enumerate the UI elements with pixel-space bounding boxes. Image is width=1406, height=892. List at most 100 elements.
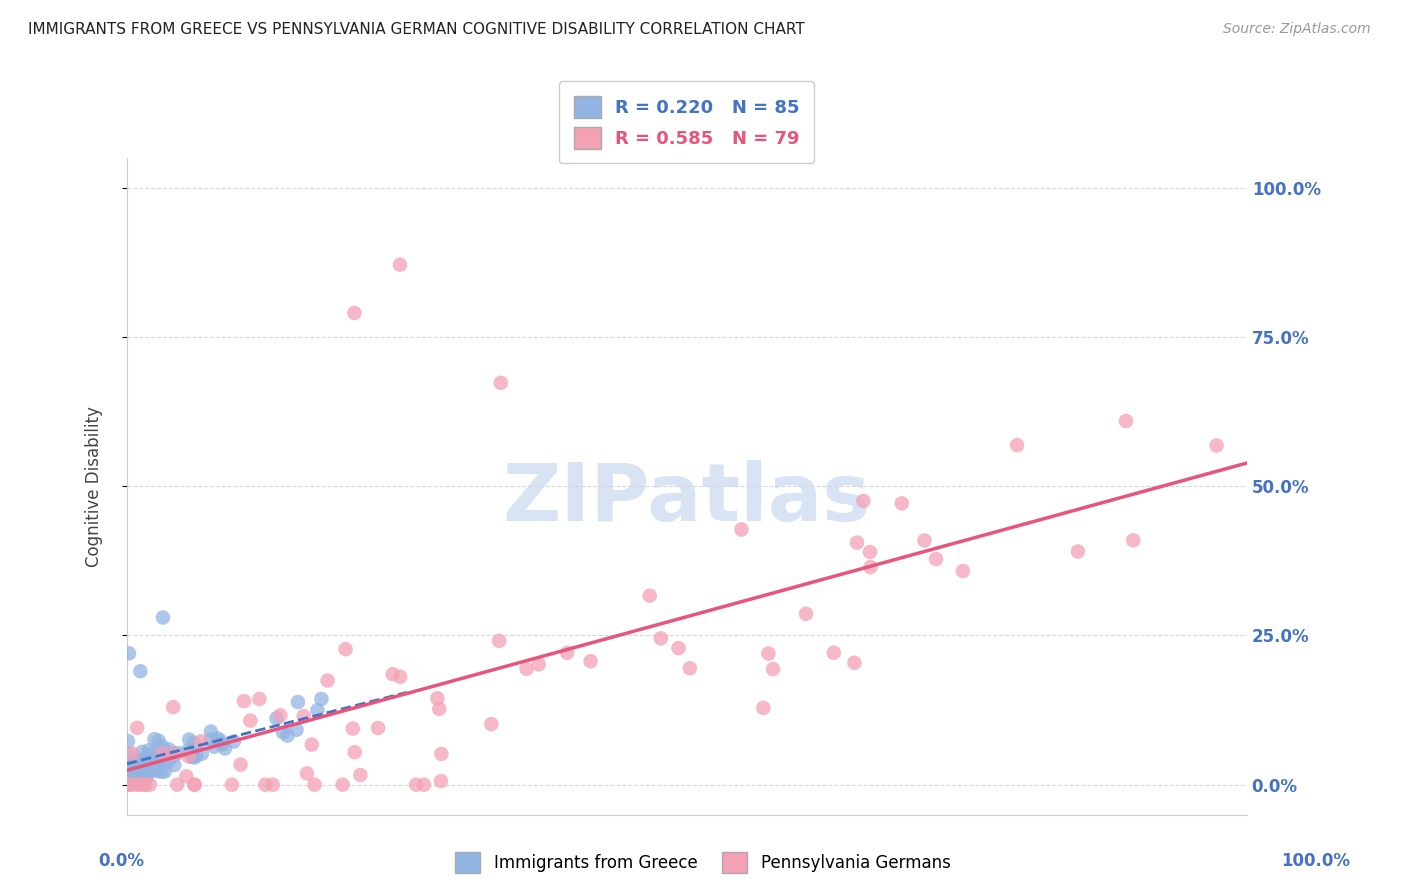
Point bbox=[202, 739, 225, 754]
Point bbox=[426, 691, 449, 706]
Point bbox=[118, 646, 141, 660]
Point bbox=[149, 749, 172, 764]
Point bbox=[191, 747, 214, 761]
Point bbox=[859, 545, 882, 559]
Point bbox=[287, 695, 309, 709]
Point bbox=[174, 769, 197, 783]
Point bbox=[221, 778, 243, 792]
Point bbox=[381, 667, 404, 681]
Point bbox=[179, 732, 201, 747]
Point bbox=[316, 673, 339, 688]
Point bbox=[229, 757, 252, 772]
Point bbox=[156, 754, 179, 768]
Point bbox=[132, 753, 155, 767]
Point bbox=[152, 610, 174, 624]
Point bbox=[844, 656, 866, 670]
Point bbox=[555, 646, 578, 660]
Point bbox=[139, 757, 162, 772]
Point bbox=[131, 764, 153, 778]
Point bbox=[136, 763, 159, 777]
Point bbox=[121, 768, 143, 782]
Point bbox=[794, 607, 817, 621]
Point bbox=[127, 756, 149, 770]
Point bbox=[131, 765, 153, 780]
Point bbox=[117, 778, 139, 792]
Point bbox=[388, 258, 411, 272]
Point bbox=[166, 778, 188, 792]
Point bbox=[183, 736, 205, 750]
Point bbox=[527, 657, 550, 672]
Point bbox=[367, 721, 389, 735]
Legend: R = 0.220   N = 85, R = 0.585   N = 79: R = 0.220 N = 85, R = 0.585 N = 79 bbox=[560, 81, 814, 163]
Point bbox=[162, 749, 184, 764]
Point bbox=[890, 496, 912, 510]
Point bbox=[516, 662, 538, 676]
Point bbox=[209, 733, 232, 747]
Point bbox=[239, 714, 262, 728]
Point bbox=[150, 764, 173, 779]
Point bbox=[405, 778, 427, 792]
Point bbox=[148, 746, 170, 760]
Point bbox=[176, 744, 198, 758]
Point bbox=[200, 724, 222, 739]
Point bbox=[579, 654, 602, 668]
Point bbox=[150, 746, 173, 760]
Point bbox=[1005, 438, 1028, 452]
Point bbox=[183, 750, 205, 764]
Text: Source: ZipAtlas.com: Source: ZipAtlas.com bbox=[1223, 22, 1371, 37]
Point bbox=[135, 749, 157, 764]
Point bbox=[295, 766, 318, 780]
Point bbox=[155, 745, 177, 759]
Point bbox=[183, 778, 205, 792]
Point bbox=[285, 723, 308, 737]
Point bbox=[117, 734, 139, 748]
Point bbox=[186, 748, 208, 763]
Point bbox=[343, 306, 366, 320]
Point bbox=[479, 717, 502, 731]
Point bbox=[166, 746, 188, 760]
Point bbox=[211, 738, 233, 752]
Point bbox=[125, 762, 148, 776]
Point bbox=[489, 376, 512, 390]
Point bbox=[852, 494, 875, 508]
Point bbox=[762, 662, 785, 676]
Point bbox=[128, 759, 150, 773]
Point bbox=[121, 778, 143, 792]
Point bbox=[129, 764, 152, 779]
Text: 100.0%: 100.0% bbox=[1281, 852, 1350, 870]
Point bbox=[233, 694, 256, 708]
Point bbox=[638, 589, 661, 603]
Point bbox=[122, 758, 145, 772]
Point bbox=[125, 760, 148, 774]
Legend: Immigrants from Greece, Pennsylvania Germans: Immigrants from Greece, Pennsylvania Ger… bbox=[449, 846, 957, 880]
Point bbox=[1067, 544, 1090, 558]
Point bbox=[292, 709, 315, 723]
Point bbox=[488, 633, 510, 648]
Point bbox=[157, 742, 180, 756]
Point bbox=[143, 732, 166, 747]
Point bbox=[163, 747, 186, 761]
Point bbox=[859, 560, 882, 574]
Point bbox=[304, 778, 326, 792]
Point bbox=[129, 665, 152, 679]
Point bbox=[343, 745, 366, 759]
Point bbox=[183, 778, 205, 792]
Text: IMMIGRANTS FROM GREECE VS PENNSYLVANIA GERMAN COGNITIVE DISABILITY CORRELATION C: IMMIGRANTS FROM GREECE VS PENNSYLVANIA G… bbox=[28, 22, 804, 37]
Point bbox=[128, 767, 150, 781]
Point bbox=[132, 758, 155, 772]
Point bbox=[335, 642, 357, 657]
Point bbox=[120, 766, 142, 780]
Point bbox=[1122, 533, 1144, 548]
Point bbox=[730, 523, 752, 537]
Point bbox=[134, 778, 156, 792]
Text: ZIPatlas: ZIPatlas bbox=[503, 460, 870, 538]
Point bbox=[141, 751, 163, 765]
Point bbox=[342, 722, 364, 736]
Point bbox=[146, 764, 169, 778]
Point bbox=[122, 774, 145, 789]
Point bbox=[128, 772, 150, 786]
Point bbox=[134, 778, 156, 792]
Point bbox=[650, 632, 672, 646]
Point bbox=[142, 755, 165, 769]
Point bbox=[214, 741, 236, 756]
